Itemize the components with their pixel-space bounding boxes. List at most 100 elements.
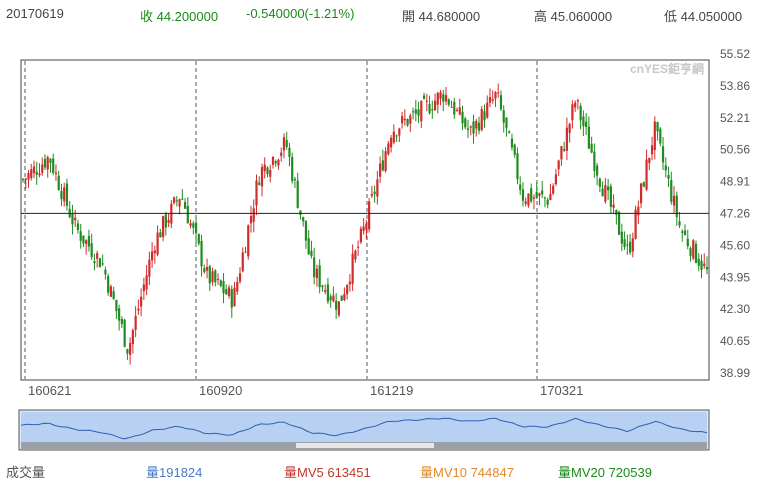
- x-tick-label: 170321: [540, 383, 583, 398]
- candle-body: [541, 190, 544, 195]
- candle-body: [285, 140, 288, 147]
- candle-body: [491, 99, 494, 101]
- candle-body: [266, 167, 269, 174]
- candle-body: [409, 115, 412, 124]
- candle-body: [365, 223, 368, 230]
- candle: [357, 240, 360, 256]
- candle-body: [634, 209, 637, 239]
- candle-body: [576, 100, 579, 102]
- candle: [115, 299, 118, 320]
- candle-body: [71, 213, 74, 225]
- candle-body: [357, 246, 360, 248]
- candle-body: [631, 238, 634, 252]
- navigator[interactable]: [18, 409, 710, 451]
- candle-body: [258, 182, 261, 185]
- candle: [291, 152, 294, 184]
- candle: [631, 232, 634, 258]
- y-tick-label: 50.56: [720, 143, 750, 157]
- candle: [543, 196, 547, 208]
- candle-body: [571, 104, 574, 121]
- candle: [315, 264, 319, 287]
- candle: [571, 100, 574, 129]
- candle: [172, 196, 176, 205]
- candle-series: [21, 83, 709, 365]
- candle: [436, 91, 439, 114]
- candle-body: [214, 270, 217, 283]
- candle: [282, 133, 286, 159]
- candle-body: [590, 143, 593, 153]
- candle: [329, 293, 332, 308]
- candle: [560, 145, 563, 166]
- candle: [532, 194, 536, 210]
- candle-body: [519, 184, 522, 190]
- candle-body: [587, 126, 590, 149]
- candle: [167, 213, 170, 228]
- candle: [458, 98, 461, 116]
- candle-body: [653, 121, 656, 150]
- candle: [318, 259, 321, 294]
- candle-body: [282, 137, 286, 151]
- candle-body: [433, 100, 437, 111]
- candle-body: [271, 156, 275, 165]
- candle: [395, 134, 398, 142]
- candle: [681, 229, 684, 242]
- candle-body: [87, 235, 91, 247]
- candle-body: [172, 197, 176, 203]
- candle: [491, 90, 494, 104]
- candle: [186, 197, 189, 224]
- candle-body: [510, 138, 514, 148]
- candle-body: [337, 301, 341, 316]
- candle: [109, 284, 113, 297]
- candle-body: [466, 128, 470, 130]
- candle: [639, 182, 643, 209]
- candle: [601, 181, 604, 197]
- candle-body: [486, 102, 489, 118]
- candle-body: [225, 289, 228, 295]
- candle: [623, 231, 626, 250]
- candle-body: [535, 191, 538, 198]
- candle: [192, 220, 195, 235]
- candle-body: [373, 191, 376, 195]
- candle: [255, 174, 258, 216]
- candle: [348, 274, 351, 292]
- candle-body: [422, 95, 426, 99]
- candle: [535, 182, 538, 200]
- candle-body: [683, 230, 687, 235]
- candle: [252, 199, 255, 233]
- candle-body: [236, 281, 239, 292]
- candlestick-chart[interactable]: 55.52 53.86 52.21 50.56 48.91 47.26 45.60 43.95…: [0, 28, 764, 458]
- candle: [546, 197, 549, 209]
- volume-mv5: 量MV5 613451: [284, 465, 371, 480]
- candle: [596, 162, 599, 186]
- candle: [236, 276, 239, 295]
- candle: [626, 234, 629, 255]
- candle-body: [192, 223, 195, 228]
- candle: [549, 183, 552, 201]
- candle: [411, 107, 415, 120]
- candle: [214, 269, 217, 287]
- candle-body: [659, 128, 662, 144]
- candle-body: [137, 308, 140, 311]
- candle: [183, 197, 187, 210]
- candle: [447, 98, 450, 107]
- candle-body: [538, 193, 541, 196]
- navigator-scroll-thumb[interactable]: [296, 443, 434, 448]
- candle-body: [57, 175, 60, 190]
- candle: [96, 250, 99, 268]
- candle: [373, 185, 376, 203]
- candle-body: [554, 174, 558, 185]
- candle: [159, 228, 162, 238]
- y-tick-label: 48.91: [720, 175, 750, 189]
- candle-body: [74, 217, 77, 221]
- candle-body: [648, 157, 651, 163]
- candle: [617, 210, 621, 235]
- candle-body: [244, 251, 247, 253]
- candle: [54, 164, 58, 181]
- candle-body: [505, 117, 508, 128]
- candle-body: [694, 243, 698, 263]
- low-price: 低 44.050000: [664, 9, 743, 24]
- candle: [93, 253, 96, 271]
- candle: [433, 93, 437, 112]
- candle: [82, 235, 85, 248]
- candle-body: [431, 109, 434, 111]
